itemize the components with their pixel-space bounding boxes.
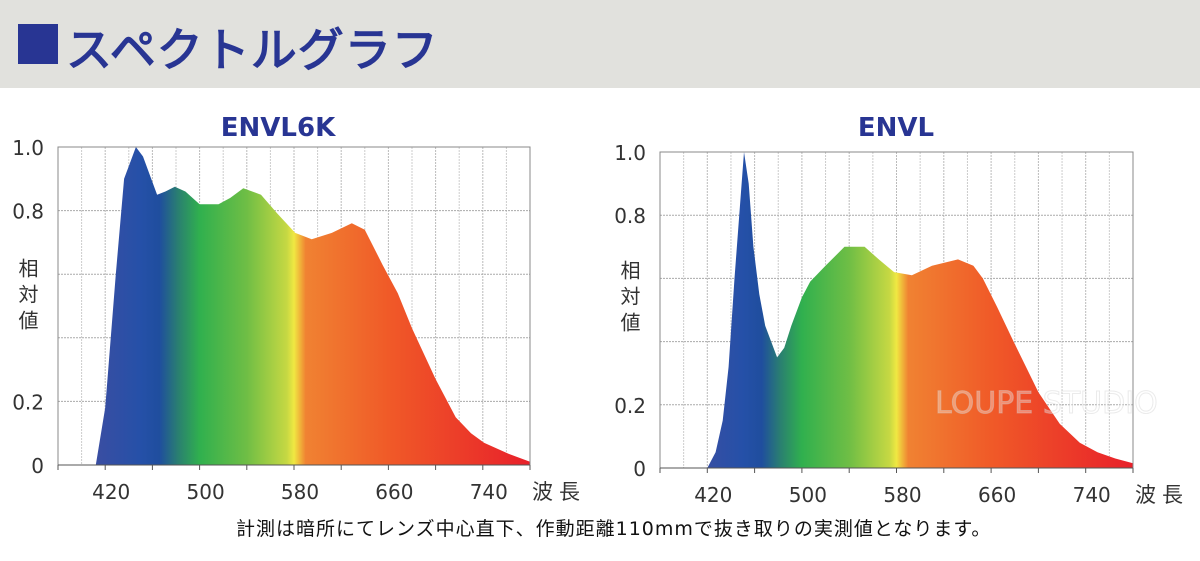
y-axis-label-envl: 相対値 xyxy=(617,260,641,338)
x-tick-label: 580 xyxy=(281,480,319,504)
header-bar: スペクトルグラフ xyxy=(0,0,1200,88)
page-title: スペクトルグラフ xyxy=(66,23,439,77)
spectrum-area xyxy=(95,147,530,465)
x-tick-label: 740 xyxy=(470,480,508,504)
square-bullet-icon xyxy=(18,24,58,64)
y-tick-label: 0 xyxy=(633,457,646,481)
y-axis-label-envl6k: 相対値 xyxy=(15,258,39,336)
y-tick-label: 0.8 xyxy=(614,204,646,228)
y-tick-label: 0 xyxy=(31,454,44,478)
y-tick-label: 1.0 xyxy=(614,141,646,165)
x-tick-label: 660 xyxy=(375,480,413,504)
spectrum-area xyxy=(707,152,1133,468)
y-tick-label: 0.8 xyxy=(12,200,44,224)
footer-note: 計測は暗所にてレンズ中心直下、作動距離110mmで抜き取りの実測値となります。 xyxy=(236,518,992,540)
chart-envl6k: 420 500 580 660 740 波長 0 0.2 0.8 1.0 ENVL6K xyxy=(12,113,586,504)
x-tick-label: 500 xyxy=(789,483,827,507)
watermark-logo: LOUPE STUDIO xyxy=(935,386,1158,421)
chart-envl: 420 500 580 660 740 波長 0 0.2 0.8 1.0 ENVL xyxy=(614,113,1189,507)
y-tick-label: 1.0 xyxy=(12,136,44,160)
x-axis-label: 波長 xyxy=(1135,483,1189,507)
x-tick-label: 420 xyxy=(694,483,732,507)
y-tick-label: 0.2 xyxy=(12,390,44,414)
x-tick-label: 420 xyxy=(92,480,130,504)
x-axis-label: 波長 xyxy=(532,480,586,504)
chart-title: ENVL xyxy=(858,113,934,143)
x-tick-label: 660 xyxy=(978,483,1016,507)
x-tick-label: 500 xyxy=(187,480,225,504)
x-tick-label: 580 xyxy=(883,483,921,507)
chart-title: ENVL6K xyxy=(221,113,336,143)
y-tick-label: 0.2 xyxy=(614,394,646,418)
x-tick-label: 740 xyxy=(1073,483,1111,507)
